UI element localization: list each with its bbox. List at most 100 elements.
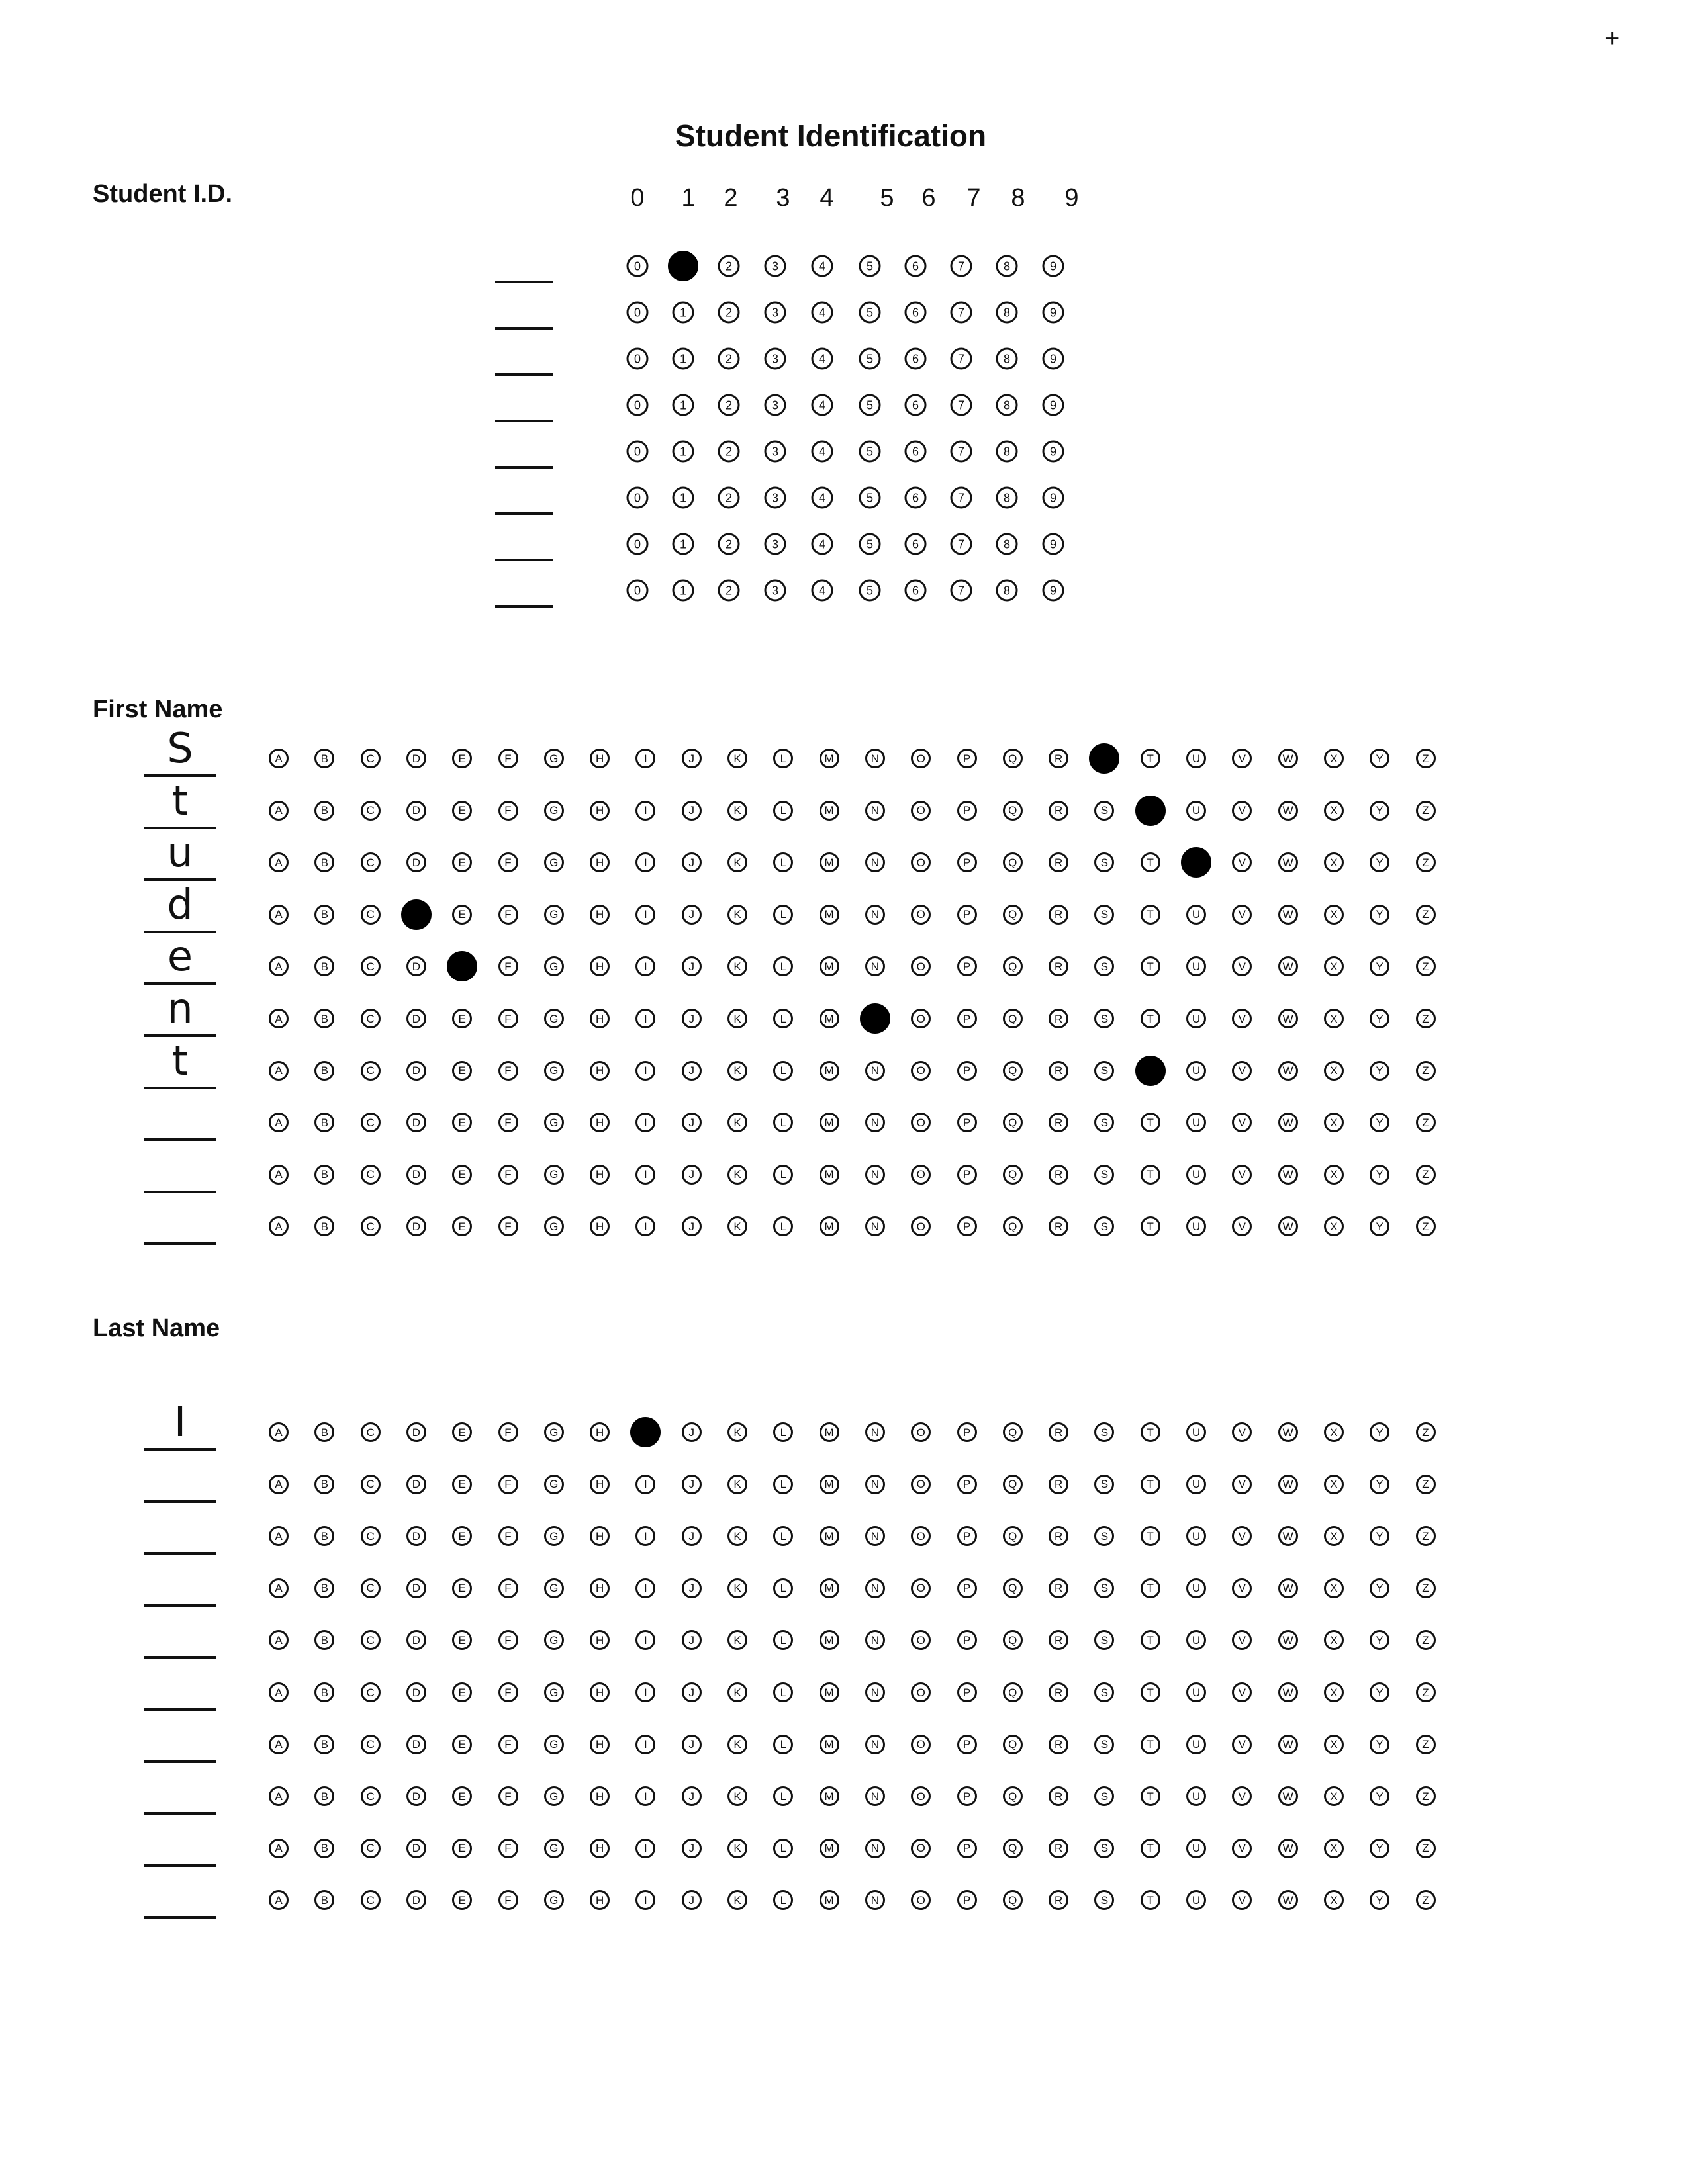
letter-bubble-J[interactable]: J xyxy=(681,1060,702,1081)
letter-bubble-W[interactable]: W xyxy=(1278,1216,1298,1237)
id-bubble-2[interactable]: 2 xyxy=(718,486,740,509)
letter-bubble-H[interactable]: H xyxy=(590,1164,610,1185)
letter-bubble-O[interactable]: O xyxy=(911,1113,931,1133)
letter-bubble-L[interactable]: L xyxy=(773,1578,794,1598)
letter-bubble-B[interactable]: B xyxy=(314,749,335,768)
letter-bubble-U[interactable]: U xyxy=(1186,1113,1206,1133)
letter-bubble-M[interactable]: M xyxy=(819,956,839,977)
letter-bubble-L[interactable]: L xyxy=(773,1009,794,1028)
letter-bubble-E[interactable]: E xyxy=(452,1630,473,1651)
letter-bubble-O[interactable]: O xyxy=(911,1578,931,1598)
letter-bubble-B[interactable]: B xyxy=(314,1009,335,1028)
letter-bubble-X[interactable]: X xyxy=(1323,1009,1344,1028)
letter-bubble-C[interactable]: C xyxy=(360,1890,381,1911)
letter-bubble-N[interactable]: N xyxy=(865,1422,885,1442)
letter-bubble-N[interactable]: N xyxy=(865,1060,885,1081)
letter-bubble-X[interactable]: X xyxy=(1323,1786,1344,1807)
letter-bubble-G[interactable]: G xyxy=(543,1838,564,1858)
letter-bubble-C[interactable]: C xyxy=(360,1578,381,1598)
letter-bubble-G[interactable]: G xyxy=(543,1474,564,1494)
letter-bubble-A[interactable]: A xyxy=(269,1526,289,1547)
letter-bubble-M[interactable]: M xyxy=(819,800,839,821)
letter-bubble-N[interactable]: N xyxy=(865,1838,885,1858)
letter-bubble-E[interactable]: E xyxy=(452,1422,473,1442)
letter-bubble-K[interactable]: K xyxy=(727,1838,747,1858)
letter-bubble-K[interactable]: K xyxy=(727,800,747,821)
letter-bubble-S[interactable]: S xyxy=(1094,1578,1115,1598)
letter-bubble-I[interactable]: I xyxy=(635,852,656,873)
letter-bubble-S[interactable]: S xyxy=(1094,1113,1115,1133)
id-bubble-1[interactable]: 1 xyxy=(672,533,694,555)
letter-bubble-P[interactable]: P xyxy=(957,956,977,977)
letter-bubble-I[interactable]: I xyxy=(635,1009,656,1028)
letter-bubble-P[interactable]: P xyxy=(957,1164,977,1185)
id-bubble-5[interactable]: 5 xyxy=(859,486,881,509)
letter-bubble-W[interactable]: W xyxy=(1278,1682,1298,1702)
letter-bubble-M[interactable]: M xyxy=(819,852,839,873)
letter-bubble-C[interactable]: C xyxy=(360,956,381,977)
letter-bubble-L[interactable]: L xyxy=(773,1164,794,1185)
letter-bubble-R[interactable]: R xyxy=(1049,852,1069,873)
letter-bubble-S[interactable]: S xyxy=(1094,1734,1115,1754)
letter-bubble-H[interactable]: H xyxy=(590,1009,610,1028)
letter-bubble-A[interactable]: A xyxy=(269,1422,289,1442)
letter-bubble-A[interactable]: A xyxy=(269,1474,289,1494)
id-bubble-9[interactable]: 9 xyxy=(1042,486,1064,509)
letter-bubble-Y[interactable]: Y xyxy=(1370,1113,1390,1133)
letter-bubble-K[interactable]: K xyxy=(727,749,747,768)
letter-bubble-B[interactable]: B xyxy=(314,1474,335,1494)
letter-bubble-I[interactable]: I xyxy=(635,1113,656,1133)
letter-bubble-T[interactable]: T xyxy=(1140,1009,1160,1028)
letter-bubble-I[interactable]: I xyxy=(635,956,656,977)
letter-bubble-H[interactable]: H xyxy=(590,1734,610,1754)
letter-bubble-I[interactable]: I xyxy=(635,749,656,768)
id-bubble-7[interactable]: 7 xyxy=(950,486,972,509)
letter-bubble-T[interactable]: T xyxy=(1135,1055,1166,1086)
letter-bubble-Y[interactable]: Y xyxy=(1370,1578,1390,1598)
letter-bubble-M[interactable]: M xyxy=(819,904,839,925)
letter-bubble-V[interactable]: V xyxy=(1232,904,1252,925)
letter-bubble-W[interactable]: W xyxy=(1278,1734,1298,1754)
letter-bubble-G[interactable]: G xyxy=(543,1216,564,1237)
id-bubble-7[interactable]: 7 xyxy=(950,440,972,463)
id-bubble-0[interactable]: 0 xyxy=(626,255,649,277)
letter-bubble-D[interactable]: D xyxy=(406,1526,426,1547)
letter-bubble-P[interactable]: P xyxy=(957,1422,977,1442)
letter-bubble-M[interactable]: M xyxy=(819,1890,839,1911)
id-bubble-6[interactable]: 6 xyxy=(904,486,927,509)
letter-bubble-X[interactable]: X xyxy=(1323,1164,1344,1185)
letter-bubble-X[interactable]: X xyxy=(1323,1474,1344,1494)
letter-bubble-J[interactable]: J xyxy=(681,1890,702,1911)
letter-bubble-N[interactable]: N xyxy=(865,1113,885,1133)
letter-bubble-J[interactable]: J xyxy=(681,956,702,977)
letter-bubble-V[interactable]: V xyxy=(1232,1630,1252,1651)
letter-bubble-V[interactable]: V xyxy=(1232,749,1252,768)
letter-bubble-W[interactable]: W xyxy=(1278,1578,1298,1598)
letter-bubble-Z[interactable]: Z xyxy=(1415,1113,1436,1133)
letter-bubble-I[interactable]: I xyxy=(635,1526,656,1547)
id-bubble-6[interactable]: 6 xyxy=(904,440,927,463)
id-bubble-0[interactable]: 0 xyxy=(626,394,649,416)
letter-bubble-Z[interactable]: Z xyxy=(1415,1422,1436,1442)
letter-bubble-L[interactable]: L xyxy=(773,852,794,873)
id-bubble-0[interactable]: 0 xyxy=(626,533,649,555)
letter-bubble-R[interactable]: R xyxy=(1049,956,1069,977)
letter-bubble-Z[interactable]: Z xyxy=(1415,1682,1436,1702)
letter-bubble-Y[interactable]: Y xyxy=(1370,1630,1390,1651)
letter-bubble-H[interactable]: H xyxy=(590,1578,610,1598)
letter-bubble-E[interactable]: E xyxy=(452,1578,473,1598)
letter-bubble-H[interactable]: H xyxy=(590,749,610,768)
letter-bubble-G[interactable]: G xyxy=(543,1009,564,1028)
letter-bubble-V[interactable]: V xyxy=(1232,1890,1252,1911)
letter-bubble-Y[interactable]: Y xyxy=(1370,1786,1390,1807)
id-bubble-1[interactable]: 1 xyxy=(672,579,694,602)
letter-bubble-R[interactable]: R xyxy=(1049,1422,1069,1442)
letter-bubble-P[interactable]: P xyxy=(957,1216,977,1237)
letter-bubble-B[interactable]: B xyxy=(314,852,335,873)
letter-bubble-L[interactable]: L xyxy=(773,1630,794,1651)
id-bubble-4[interactable]: 4 xyxy=(811,255,833,277)
letter-bubble-K[interactable]: K xyxy=(727,1060,747,1081)
id-bubble-9[interactable]: 9 xyxy=(1042,533,1064,555)
letter-bubble-R[interactable]: R xyxy=(1049,1216,1069,1237)
letter-bubble-S[interactable]: S xyxy=(1094,1164,1115,1185)
